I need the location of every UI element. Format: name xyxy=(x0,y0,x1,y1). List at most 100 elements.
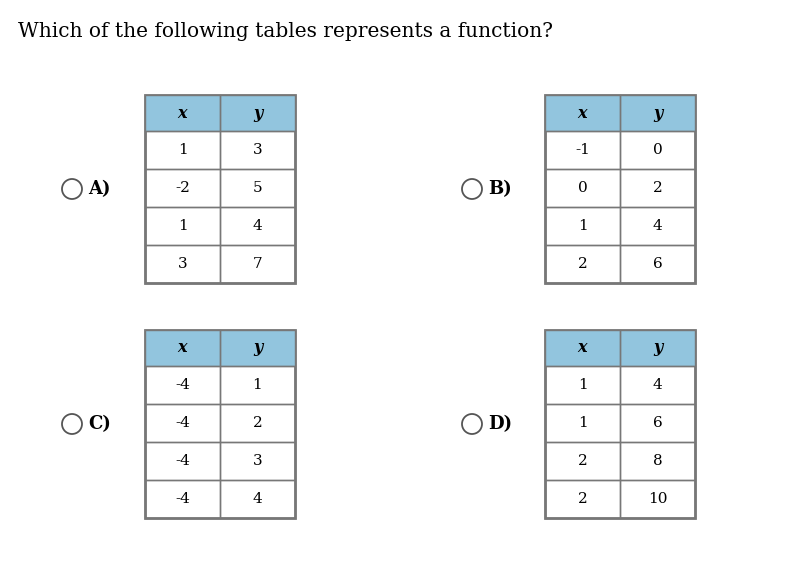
Text: 2: 2 xyxy=(653,181,662,195)
Text: 8: 8 xyxy=(653,454,662,468)
Bar xyxy=(620,95,695,131)
Text: 0: 0 xyxy=(653,143,662,157)
Bar xyxy=(545,330,695,518)
Text: D): D) xyxy=(488,415,512,433)
Bar xyxy=(220,442,295,480)
Bar xyxy=(145,330,220,366)
Text: 3: 3 xyxy=(253,143,262,157)
Text: 6: 6 xyxy=(653,416,662,430)
Text: 4: 4 xyxy=(653,219,662,233)
Text: 1: 1 xyxy=(253,378,262,392)
Bar xyxy=(145,366,220,404)
Bar xyxy=(220,366,295,404)
Text: x: x xyxy=(578,340,587,357)
Bar xyxy=(145,131,220,169)
Text: 6: 6 xyxy=(653,257,662,271)
Bar xyxy=(545,95,620,131)
Bar xyxy=(145,404,220,442)
Bar xyxy=(545,480,620,518)
Circle shape xyxy=(462,414,482,434)
Text: 1: 1 xyxy=(178,143,187,157)
Circle shape xyxy=(462,179,482,199)
Bar xyxy=(145,95,295,283)
Text: 7: 7 xyxy=(253,257,262,271)
Bar xyxy=(545,442,620,480)
Text: -4: -4 xyxy=(175,492,190,506)
Text: B): B) xyxy=(488,180,512,198)
Text: -4: -4 xyxy=(175,378,190,392)
Bar xyxy=(145,95,220,131)
Bar xyxy=(545,366,620,404)
Bar xyxy=(545,245,620,283)
Bar xyxy=(620,366,695,404)
Bar xyxy=(620,330,695,366)
Bar xyxy=(145,442,220,480)
Text: 1: 1 xyxy=(578,378,587,392)
Bar xyxy=(220,330,295,366)
Text: 1: 1 xyxy=(578,416,587,430)
Text: 0: 0 xyxy=(578,181,587,195)
Bar xyxy=(220,169,295,207)
Bar xyxy=(545,95,620,131)
Text: 4: 4 xyxy=(253,219,262,233)
Bar xyxy=(620,169,695,207)
Text: A): A) xyxy=(88,180,110,198)
Text: x: x xyxy=(178,340,187,357)
Bar xyxy=(220,404,295,442)
Bar xyxy=(145,480,220,518)
Bar xyxy=(220,330,295,366)
Bar xyxy=(145,95,220,131)
Text: 1: 1 xyxy=(578,219,587,233)
Text: 5: 5 xyxy=(253,181,262,195)
Text: 10: 10 xyxy=(648,492,667,506)
Text: x: x xyxy=(178,104,187,121)
Text: -2: -2 xyxy=(175,181,190,195)
Bar xyxy=(545,330,620,366)
Bar xyxy=(545,169,620,207)
Bar xyxy=(620,131,695,169)
Text: 2: 2 xyxy=(578,492,587,506)
Bar xyxy=(545,95,695,283)
Text: y: y xyxy=(253,104,262,121)
Bar xyxy=(545,330,620,366)
Bar xyxy=(620,207,695,245)
Text: Which of the following tables represents a function?: Which of the following tables represents… xyxy=(18,22,553,41)
Bar xyxy=(620,480,695,518)
Bar xyxy=(220,131,295,169)
Bar xyxy=(220,95,295,131)
Bar xyxy=(620,95,695,131)
Text: -4: -4 xyxy=(175,454,190,468)
Text: 2: 2 xyxy=(578,454,587,468)
Text: 2: 2 xyxy=(253,416,262,430)
Bar xyxy=(545,404,620,442)
Text: 2: 2 xyxy=(578,257,587,271)
Text: 4: 4 xyxy=(653,378,662,392)
Text: -1: -1 xyxy=(575,143,590,157)
Text: y: y xyxy=(653,340,662,357)
Text: 3: 3 xyxy=(178,257,187,271)
Bar xyxy=(220,207,295,245)
Bar xyxy=(620,330,695,366)
Bar xyxy=(620,245,695,283)
Bar xyxy=(545,131,620,169)
Text: x: x xyxy=(578,104,587,121)
Bar xyxy=(620,404,695,442)
Bar xyxy=(545,207,620,245)
Bar xyxy=(145,207,220,245)
Bar xyxy=(145,330,220,366)
Bar xyxy=(220,95,295,131)
Text: -4: -4 xyxy=(175,416,190,430)
Circle shape xyxy=(62,414,82,434)
Circle shape xyxy=(62,179,82,199)
Text: y: y xyxy=(253,340,262,357)
Bar xyxy=(145,330,295,518)
Bar xyxy=(145,245,220,283)
Bar xyxy=(220,480,295,518)
Text: y: y xyxy=(653,104,662,121)
Text: 1: 1 xyxy=(178,219,187,233)
Bar xyxy=(220,245,295,283)
Text: C): C) xyxy=(88,415,111,433)
Text: 4: 4 xyxy=(253,492,262,506)
Bar xyxy=(145,169,220,207)
Text: 3: 3 xyxy=(253,454,262,468)
